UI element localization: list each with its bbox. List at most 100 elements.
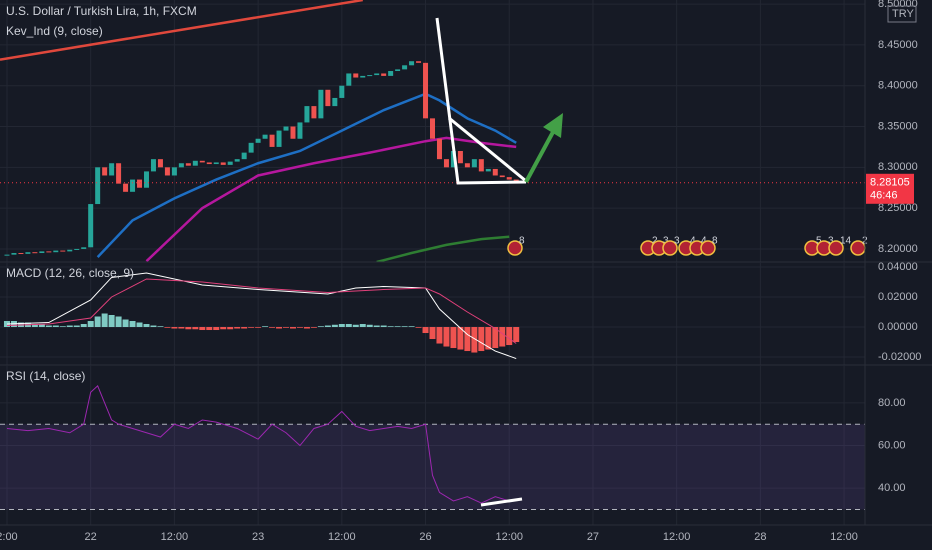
drawing-line bbox=[480, 497, 523, 507]
candle bbox=[123, 183, 129, 192]
histogram-bar bbox=[338, 324, 345, 328]
histogram-bar bbox=[101, 313, 108, 328]
histogram-bar bbox=[255, 327, 262, 328]
candle bbox=[436, 138, 442, 160]
x-tick-label: 2:00 bbox=[0, 531, 18, 543]
candle bbox=[457, 150, 463, 164]
candle bbox=[46, 251, 52, 253]
event-count: 8 bbox=[519, 236, 525, 247]
candle bbox=[304, 106, 310, 123]
candle bbox=[443, 159, 449, 168]
histogram-bar bbox=[429, 327, 436, 340]
x-tick-label: 28 bbox=[754, 531, 766, 543]
histogram-bar bbox=[192, 327, 199, 330]
histogram-bar bbox=[443, 327, 450, 347]
histogram-bar bbox=[262, 326, 269, 328]
candle bbox=[325, 89, 331, 107]
indicator-line bbox=[6, 272, 517, 360]
event-count: 4 bbox=[690, 236, 696, 247]
indicator-line bbox=[0, 0, 363, 61]
candle bbox=[178, 163, 184, 168]
histogram-bar bbox=[373, 325, 380, 328]
candle bbox=[416, 61, 422, 63]
y-tick-label: -0.02000 bbox=[878, 351, 921, 363]
histogram-bar bbox=[59, 326, 66, 328]
y-tick-label: 8.50000 bbox=[878, 0, 918, 10]
candle bbox=[143, 171, 149, 188]
histogram-bar bbox=[73, 325, 80, 328]
histogram-bar bbox=[478, 327, 485, 352]
candle bbox=[60, 250, 66, 252]
x-tick-label: 12:00 bbox=[161, 531, 189, 543]
histogram-bar bbox=[366, 324, 373, 328]
histogram-bar bbox=[52, 325, 59, 328]
x-tick-label: 12:00 bbox=[328, 531, 356, 543]
arrow-head bbox=[543, 113, 563, 138]
event-count: 3 bbox=[828, 236, 834, 247]
indicator-line bbox=[376, 235, 510, 262]
histogram-bar bbox=[513, 327, 520, 343]
rsi-band bbox=[0, 424, 865, 510]
candle bbox=[130, 179, 136, 192]
candle bbox=[206, 162, 212, 165]
event-count: 4 bbox=[701, 236, 707, 247]
histogram-bar bbox=[108, 315, 115, 328]
currency: TRY bbox=[892, 8, 914, 20]
histogram-bar bbox=[143, 324, 150, 328]
candle bbox=[164, 167, 170, 176]
candle bbox=[423, 62, 429, 119]
y-tick-label: 8.30000 bbox=[878, 161, 918, 173]
histogram-bar bbox=[206, 327, 213, 331]
histogram-bar bbox=[401, 326, 408, 328]
event-icon bbox=[700, 240, 716, 256]
pane bbox=[0, 0, 865, 262]
histogram-bar bbox=[296, 327, 303, 328]
histogram-bar bbox=[408, 326, 415, 328]
histogram-bar bbox=[227, 327, 234, 330]
histogram-bar bbox=[150, 325, 157, 328]
event-count: 8 bbox=[712, 236, 718, 247]
histogram-bar bbox=[499, 327, 506, 347]
y-tick-label: 0.04000 bbox=[878, 261, 918, 273]
y-tick-label: 8.20000 bbox=[878, 243, 918, 255]
candle bbox=[213, 162, 219, 165]
histogram-bar bbox=[122, 319, 129, 328]
candle bbox=[109, 163, 115, 176]
candle bbox=[450, 150, 456, 168]
drawing-arrow bbox=[524, 131, 555, 183]
candle bbox=[67, 249, 73, 252]
candle bbox=[269, 134, 275, 147]
histogram-bar bbox=[171, 327, 178, 329]
event-icon bbox=[828, 240, 844, 256]
candle bbox=[18, 253, 24, 255]
candle bbox=[171, 167, 177, 176]
histogram-bar bbox=[178, 327, 185, 329]
candle bbox=[137, 179, 143, 188]
candle bbox=[255, 138, 261, 143]
candle bbox=[346, 73, 352, 86]
histogram-bar bbox=[415, 327, 422, 328]
histogram-bar bbox=[87, 321, 94, 328]
candle bbox=[234, 159, 240, 162]
histogram-bar bbox=[359, 324, 366, 328]
histogram-bar bbox=[94, 316, 101, 328]
candle bbox=[276, 130, 282, 147]
candle bbox=[388, 71, 394, 76]
candle bbox=[485, 168, 491, 172]
candle bbox=[227, 161, 233, 165]
histogram-bar bbox=[213, 327, 220, 331]
y-tick-label: 8.40000 bbox=[878, 80, 918, 92]
histogram-bar bbox=[303, 327, 310, 329]
candle bbox=[318, 89, 324, 119]
drawing-line bbox=[435, 17, 527, 185]
histogram-bar bbox=[164, 327, 171, 328]
candle bbox=[192, 160, 198, 166]
candle bbox=[262, 134, 268, 139]
candle bbox=[157, 159, 163, 168]
last-price-box bbox=[866, 173, 914, 204]
pane-title: RSI (14, close) bbox=[6, 369, 85, 383]
histogram-bar bbox=[317, 326, 324, 328]
candle bbox=[248, 142, 254, 153]
last-price-label: 8.28105 bbox=[870, 177, 910, 189]
histogram-bar bbox=[45, 325, 52, 328]
